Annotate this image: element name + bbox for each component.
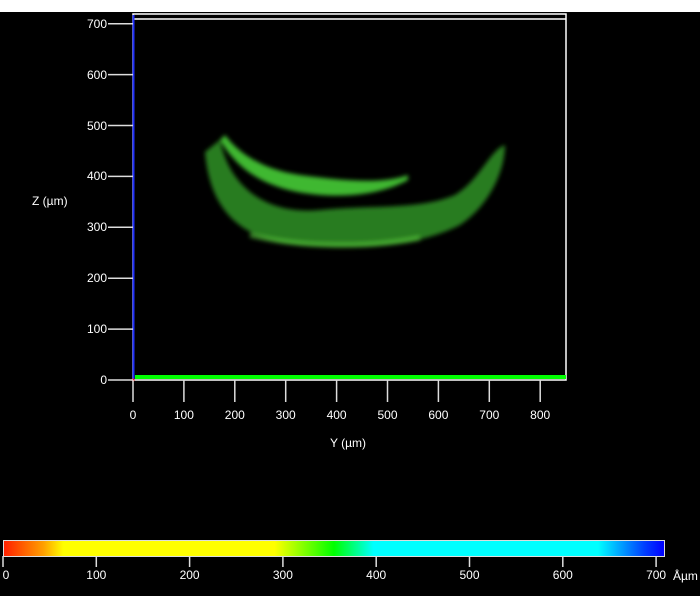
colorbar-tick-label: 400 xyxy=(366,568,387,582)
y-tick-label: 100 xyxy=(173,408,194,422)
y-axis-label: Y (µm) xyxy=(330,436,367,450)
colorbar-tick-label: 100 xyxy=(86,568,107,582)
y-tick-label: 300 xyxy=(275,408,296,422)
colorbar-tick-label: 200 xyxy=(179,568,200,582)
z-tick-label: 700 xyxy=(86,16,107,31)
z-tick-label: 400 xyxy=(86,169,107,184)
y-tick-label: 0 xyxy=(129,408,137,422)
colorbar-tick-label: 600 xyxy=(552,568,573,582)
y-tick-label: 400 xyxy=(326,408,347,422)
z-tick-label: 500 xyxy=(86,118,107,133)
colorbar-tick-label: 300 xyxy=(272,568,293,582)
y-tick-label: 200 xyxy=(224,408,245,422)
z-axis-label: Z (µm) xyxy=(32,194,68,208)
colorbar-tick-label: 0 xyxy=(2,568,10,582)
y-tick-label: 600 xyxy=(428,408,449,422)
y-tick-label: 800 xyxy=(530,408,551,422)
depth-colorbar xyxy=(3,540,665,557)
colorbar-unit: Åµm xyxy=(673,569,698,583)
y-tick-label: 500 xyxy=(377,408,398,422)
colorbar-tick-label: 500 xyxy=(459,568,480,582)
z-ticks xyxy=(108,22,133,381)
z-tick-label: 100 xyxy=(86,322,107,337)
z-tick-label: 200 xyxy=(86,271,107,286)
z-tick-label: 600 xyxy=(86,67,107,82)
specimen-image xyxy=(205,135,505,248)
colorbar-ticks xyxy=(2,556,657,567)
z-tick-label: 300 xyxy=(86,220,107,235)
top-strip xyxy=(0,0,700,12)
z-tick-label: 0 xyxy=(100,373,107,387)
plot-frame xyxy=(132,13,567,381)
colorbar-tick-label: 700 xyxy=(646,568,667,582)
y-ticks xyxy=(132,380,541,402)
y-tick-label: 700 xyxy=(479,408,500,422)
